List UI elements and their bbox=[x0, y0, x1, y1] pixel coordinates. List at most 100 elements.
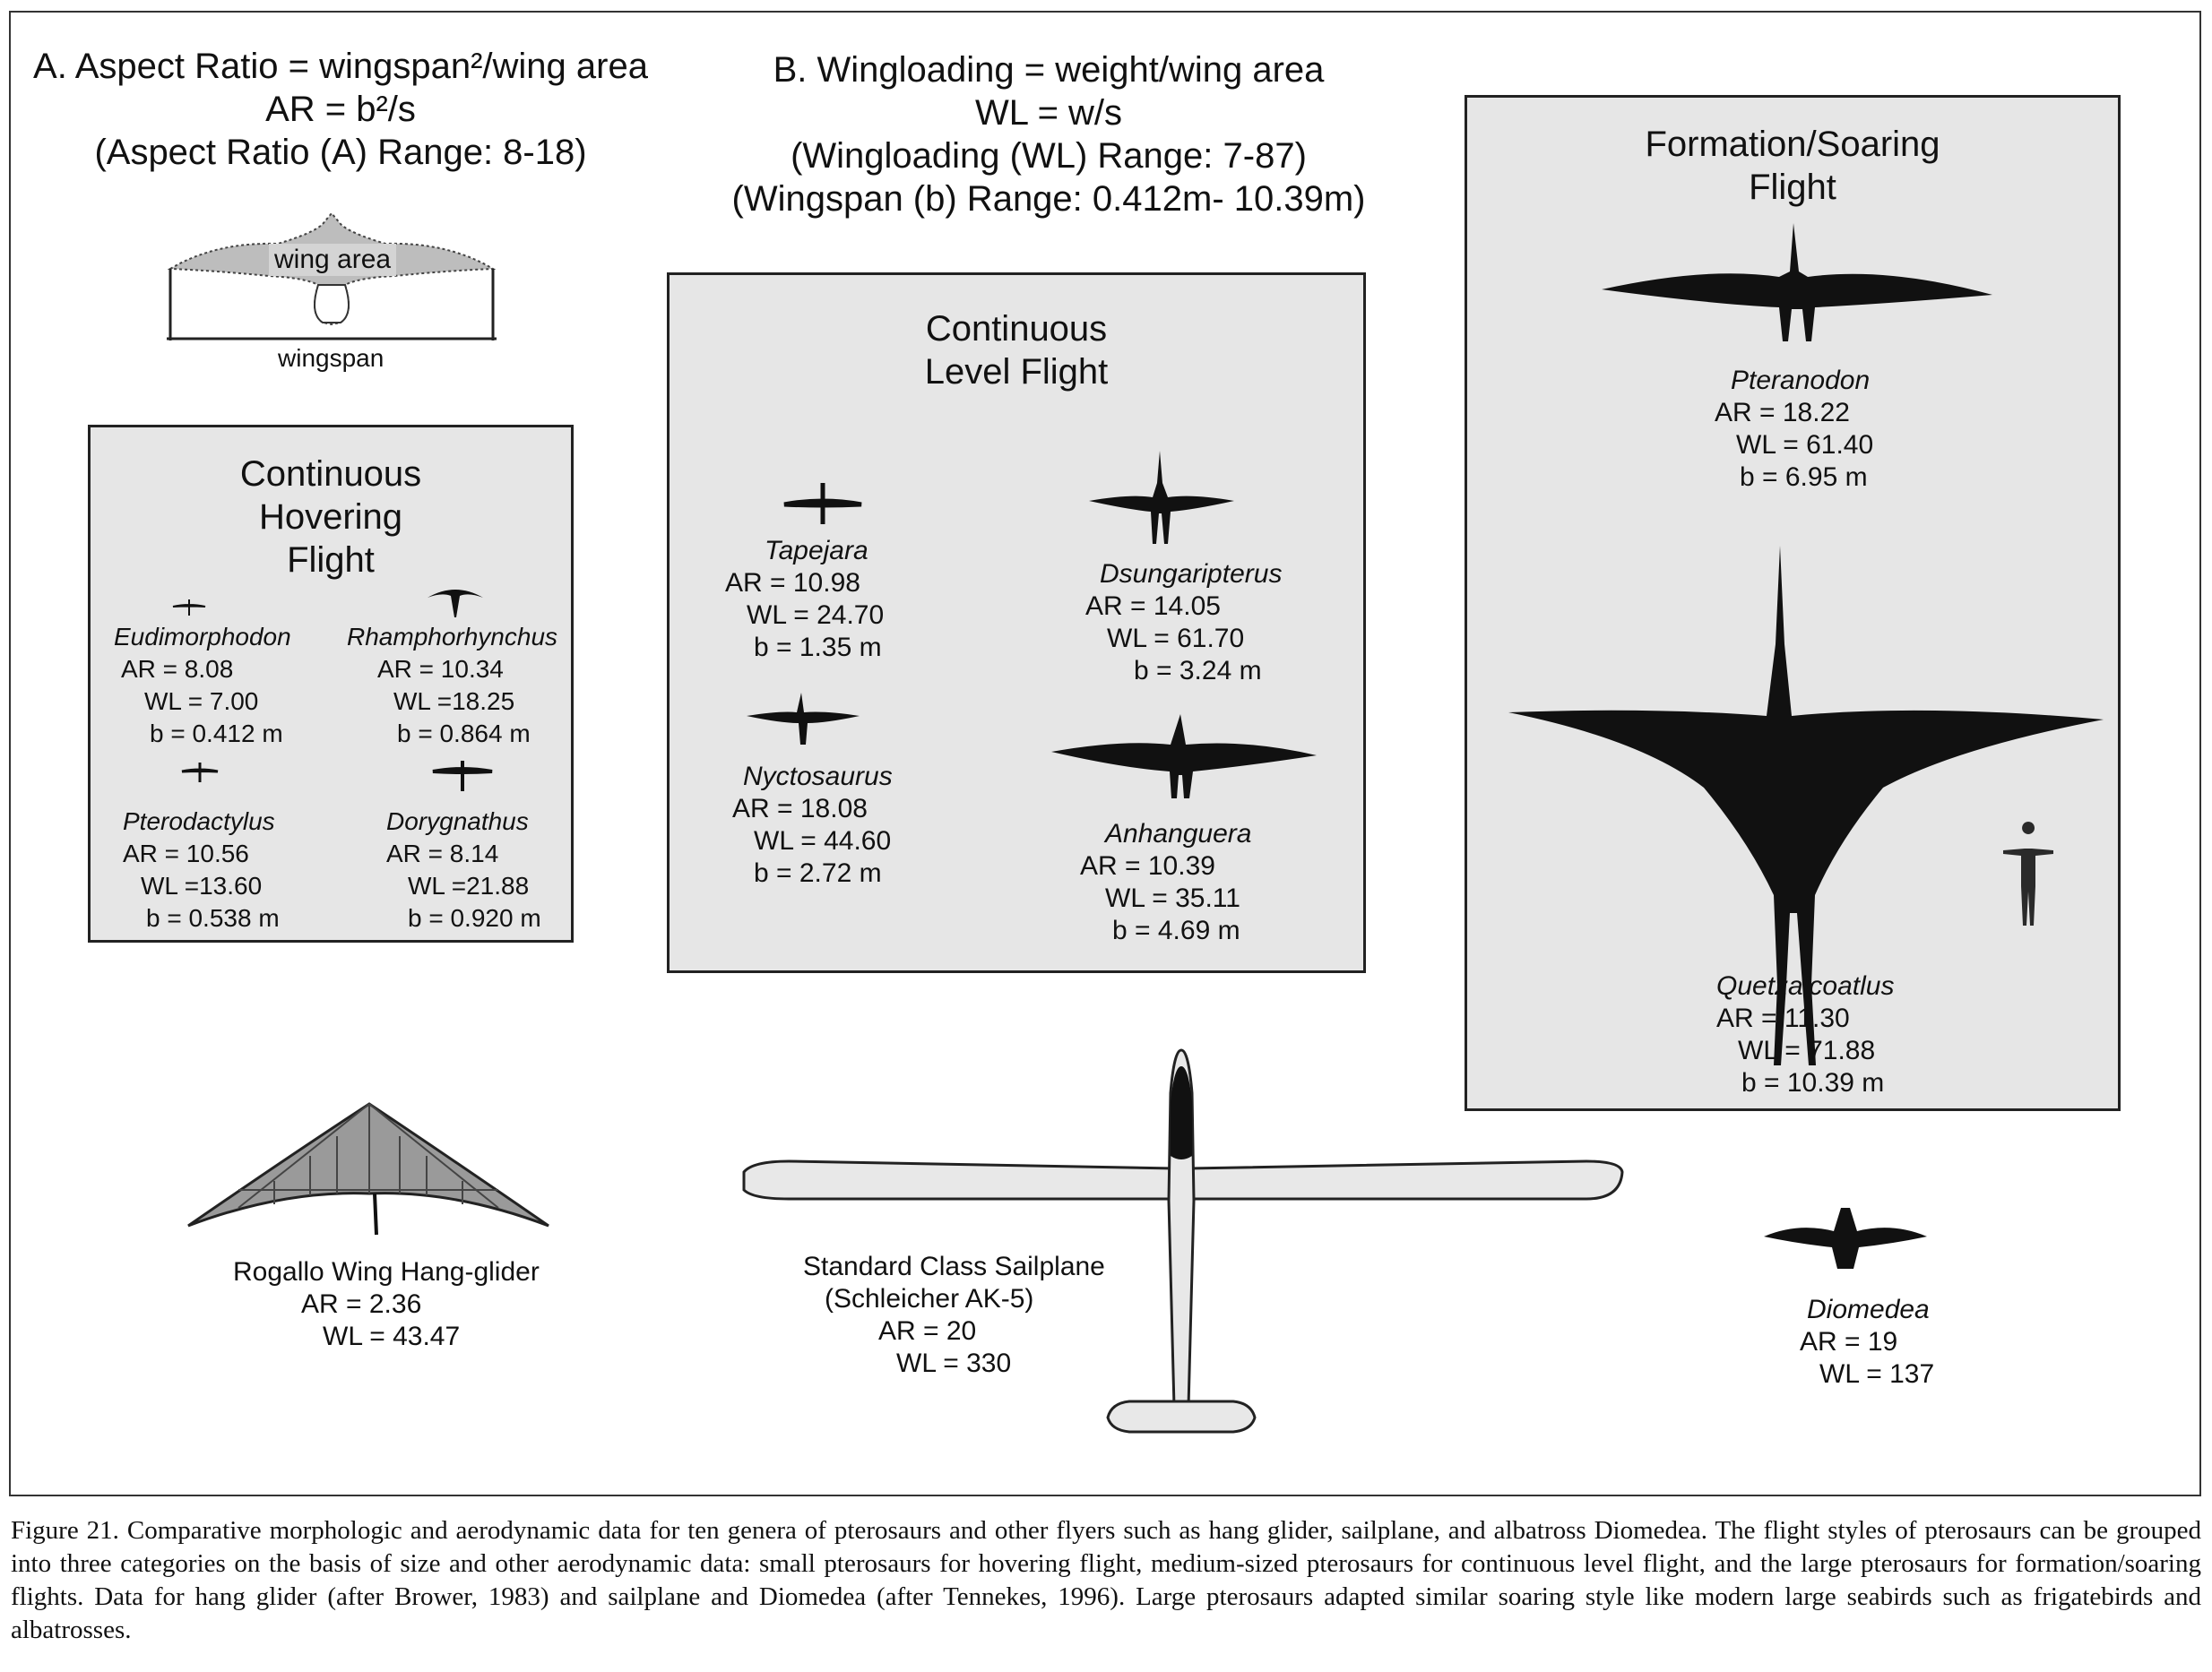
dsungaripterus-entry: Dsungaripterus AR = 14.05 WL = 61.70 b =… bbox=[1085, 558, 1283, 687]
wingspan-value: b = 3.24 m bbox=[1134, 656, 1262, 685]
aspect-ratio-value: AR = 10.34 bbox=[377, 655, 504, 683]
pterodactylus-silhouette-icon bbox=[181, 763, 219, 782]
aspect-ratio-value: AR = 14.05 bbox=[1085, 591, 1221, 621]
diomedea-entry: Diomedea AR = 19 WL = 137 bbox=[1800, 1294, 1934, 1391]
wingspan-value: b = 0.920 m bbox=[408, 904, 541, 932]
wingloading-value: WL = 61.40 bbox=[1736, 430, 1874, 460]
aspect-ratio-definition: A. Aspect Ratio = wingspan²/wing area bbox=[33, 47, 648, 86]
wingspan-value: b = 2.72 m bbox=[754, 858, 882, 888]
wingloading-range: (Wingloading (WL) Range: 7-87) bbox=[791, 136, 1307, 176]
diomedea-name: Diomedea bbox=[1807, 1295, 1930, 1324]
eudimorphodon-entry: Eudimorphodon AR = 8.08 WL = 7.00 b = 0.… bbox=[114, 621, 291, 750]
species-name: Rhamphorhynchus bbox=[347, 623, 558, 651]
aspect-ratio-header: A. Aspect Ratio = wingspan²/wing area AR… bbox=[27, 45, 654, 174]
aspect-ratio-value: AR = 10.98 bbox=[725, 568, 860, 598]
pteranodon-entry: Pteranodon AR = 18.22 WL = 61.40 b = 6.9… bbox=[1715, 365, 1873, 494]
aspect-ratio-value: AR = 18.22 bbox=[1715, 398, 1850, 427]
wingloading-value: WL =21.88 bbox=[408, 872, 530, 900]
wingspan-value: b = 0.538 m bbox=[146, 904, 280, 932]
wingloading-value: WL = 44.60 bbox=[754, 826, 892, 856]
species-name: Anhanguera bbox=[1105, 819, 1252, 849]
pterodactylus-entry: Pterodactylus AR = 10.56 WL =13.60 b = 0… bbox=[123, 806, 280, 935]
hang-glider-entry: Rogallo Wing Hang-glider AR = 2.36 WL = … bbox=[233, 1256, 540, 1353]
human-scale-figure-icon bbox=[2003, 822, 2053, 926]
eudimorphodon-silhouette-icon bbox=[172, 599, 206, 616]
level-flight-title: Continuous Level Flight bbox=[670, 307, 1363, 393]
dsungaripterus-silhouette-icon bbox=[1089, 451, 1234, 544]
wingspan-value: b = 0.864 m bbox=[397, 720, 531, 747]
wingspan-value: b = 0.412 m bbox=[150, 720, 283, 747]
wingloading-value: WL = 61.70 bbox=[1107, 624, 1245, 653]
level-title-line-2: Level Flight bbox=[924, 352, 1109, 392]
aspect-ratio-formula: AR = b²/s bbox=[265, 90, 416, 129]
sailplane-wingloading: WL = 330 bbox=[896, 1349, 1012, 1378]
figure-caption: Figure 21. Comparative morphologic and a… bbox=[11, 1516, 2201, 1644]
species-name: Pterodactylus bbox=[123, 807, 275, 835]
wingspan-label: wingspan bbox=[278, 344, 385, 372]
wingspan-value: b = 4.69 m bbox=[1112, 916, 1240, 945]
aspect-ratio-value: AR = 18.08 bbox=[732, 794, 868, 823]
hang-glider-diagram bbox=[187, 1102, 549, 1236]
dorygnathus-silhouette-icon bbox=[432, 761, 493, 791]
hovering-title-line-1: Continuous bbox=[239, 454, 422, 494]
aspect-ratio-value: AR = 10.56 bbox=[123, 840, 249, 867]
soaring-flight-title: Formation/Soaring Flight bbox=[1467, 123, 2118, 209]
species-name: Tapejara bbox=[765, 536, 868, 565]
wingspan-range: (Wingspan (b) Range: 0.412m- 10.39m) bbox=[731, 179, 1366, 219]
level-flight-panel: Continuous Level Flight Tapejara AR = 10… bbox=[667, 272, 1366, 973]
diomedea-silhouette-icon bbox=[1764, 1208, 1927, 1269]
species-name: Pteranodon bbox=[1731, 366, 1871, 395]
dorygnathus-entry: Dorygnathus AR = 8.14 WL =21.88 b = 0.92… bbox=[386, 806, 541, 935]
sailplane-aspect-ratio: AR = 20 bbox=[878, 1316, 977, 1346]
tapejara-entry: Tapejara AR = 10.98 WL = 24.70 b = 1.35 … bbox=[725, 535, 884, 664]
sailplane-model: (Schleicher AK-5) bbox=[825, 1284, 1034, 1314]
wingloading-value: WL =18.25 bbox=[393, 687, 515, 715]
wingloading-value: WL = 24.70 bbox=[747, 600, 885, 630]
diomedea-wingloading: WL = 137 bbox=[1819, 1359, 1935, 1389]
quetzalcoatlus-silhouette-icon bbox=[1508, 546, 2104, 1065]
species-name: Dorygnathus bbox=[386, 807, 529, 835]
wingspan-value: b = 6.95 m bbox=[1740, 462, 1868, 492]
aspect-ratio-range: (Aspect Ratio (A) Range: 8-18) bbox=[94, 133, 587, 172]
wingspan-value: b = 10.39 m bbox=[1741, 1068, 1885, 1098]
soaring-title-line-1: Formation/Soaring bbox=[1645, 125, 1940, 164]
wingloading-value: WL = 35.11 bbox=[1105, 883, 1240, 913]
species-name: Eudimorphodon bbox=[114, 623, 291, 651]
diomedea-aspect-ratio: AR = 19 bbox=[1800, 1327, 1898, 1357]
wingloading-formula: WL = w/s bbox=[974, 93, 1123, 133]
anhanguera-entry: Anhanguera AR = 10.39 WL = 35.11 b = 4.6… bbox=[1080, 818, 1252, 947]
hovering-title-line-3: Flight bbox=[287, 540, 375, 580]
aspect-ratio-value: AR = 8.14 bbox=[386, 840, 499, 867]
rhamphorhynchus-entry: Rhamphorhynchus AR = 10.34 WL =18.25 b =… bbox=[347, 621, 557, 750]
nyctosaurus-entry: Nyctosaurus AR = 18.08 WL = 44.60 b = 2.… bbox=[732, 761, 893, 890]
sailplane-diagram bbox=[742, 1048, 1624, 1434]
aspect-ratio-value: AR = 11.30 bbox=[1716, 1004, 1850, 1033]
species-name: Dsungaripterus bbox=[1100, 559, 1283, 589]
wing-area-label: wing area bbox=[269, 244, 397, 276]
aspect-ratio-value: AR = 8.08 bbox=[121, 655, 234, 683]
wingloading-value: WL = 71.88 bbox=[1738, 1036, 1876, 1065]
wingloading-value: WL = 7.00 bbox=[144, 687, 259, 715]
hovering-flight-panel: Continuous Hovering Flight Eudimorphodon… bbox=[88, 425, 574, 943]
soaring-title-line-2: Flight bbox=[1749, 168, 1836, 207]
hang-glider-name: Rogallo Wing Hang-glider bbox=[233, 1257, 540, 1287]
hang-glider-aspect-ratio: AR = 2.36 bbox=[301, 1289, 422, 1319]
wingloading-header: B. Wingloading = weight/wing area WL = w… bbox=[690, 48, 1407, 220]
level-title-line-1: Continuous bbox=[925, 309, 1108, 349]
wingloading-definition: B. Wingloading = weight/wing area bbox=[773, 50, 1325, 90]
nyctosaurus-silhouette-icon bbox=[747, 693, 860, 745]
hang-glider-wingloading: WL = 43.47 bbox=[323, 1322, 461, 1351]
anhanguera-silhouette-icon bbox=[1051, 714, 1317, 798]
hovering-title-line-2: Hovering bbox=[258, 497, 403, 537]
rhamphorhynchus-silhouette-icon bbox=[428, 590, 483, 617]
pteranodon-silhouette-icon bbox=[1602, 223, 1992, 341]
quetzalcoatlus-entry: Quetzalcoatlus AR = 11.30 WL = 71.88 b =… bbox=[1716, 970, 1894, 1099]
species-name: Quetzalcoatlus bbox=[1716, 971, 1895, 1001]
aspect-ratio-value: AR = 10.39 bbox=[1080, 851, 1215, 881]
sailplane-name: Standard Class Sailplane bbox=[803, 1252, 1105, 1281]
wingloading-value: WL =13.60 bbox=[141, 872, 263, 900]
hovering-flight-title: Continuous Hovering Flight bbox=[91, 452, 571, 582]
soaring-flight-panel: Formation/Soaring Flight Pteranodon AR =… bbox=[1465, 95, 2121, 1111]
species-name: Nyctosaurus bbox=[743, 762, 893, 791]
sailplane-entry: Standard Class Sailplane (Schleicher AK-… bbox=[803, 1251, 1105, 1380]
